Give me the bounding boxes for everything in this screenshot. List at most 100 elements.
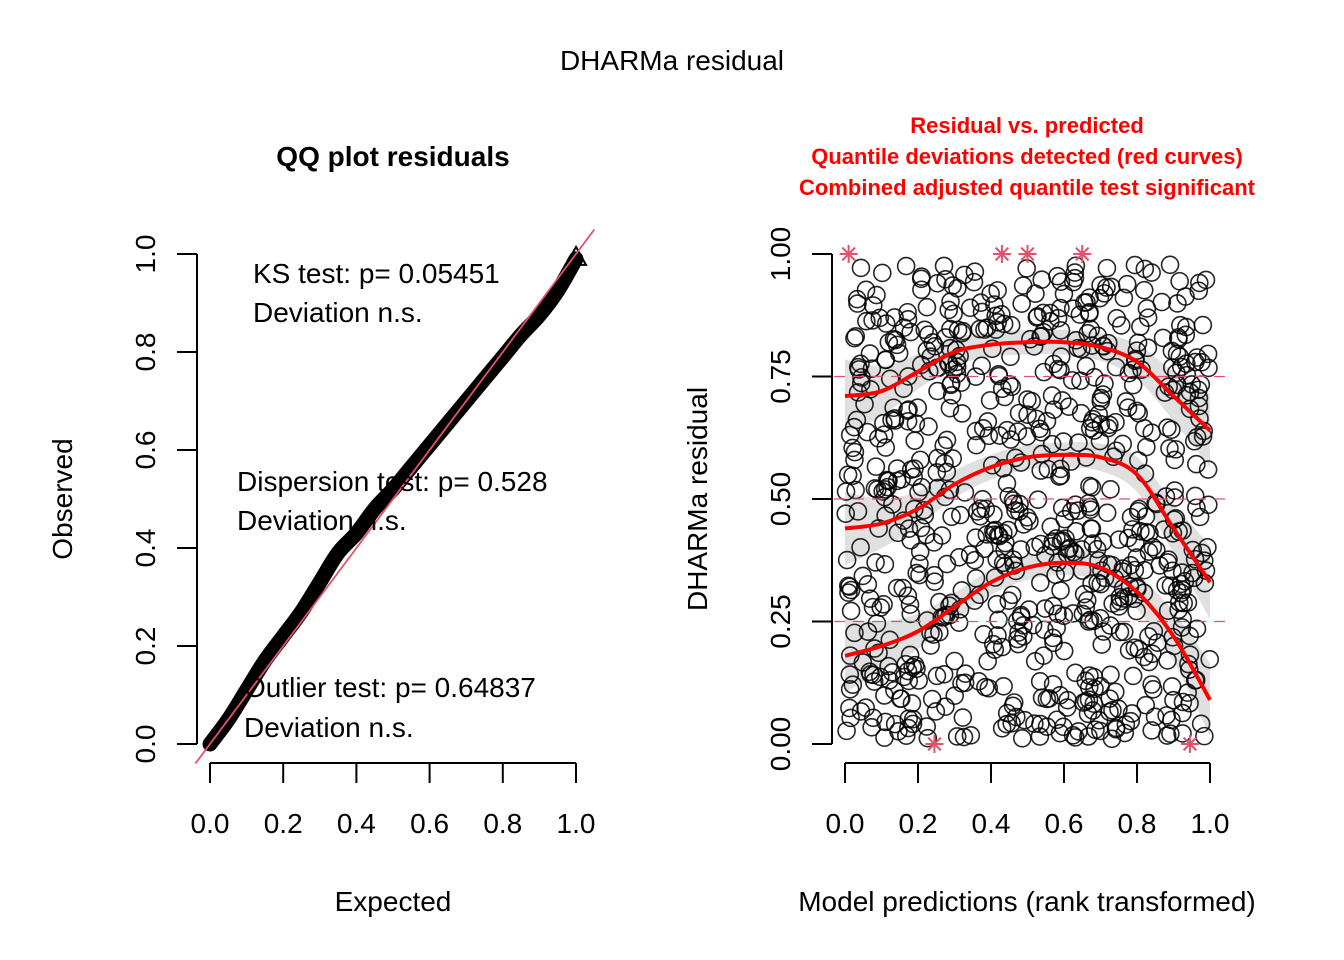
residual-point bbox=[898, 310, 918, 329]
residual-point bbox=[1081, 519, 1101, 538]
residual-point bbox=[876, 438, 896, 457]
qq-y-tick-label: 0.0 bbox=[130, 725, 161, 764]
residual-point bbox=[1027, 409, 1046, 429]
residual-point bbox=[1153, 328, 1173, 348]
residual-point bbox=[1074, 693, 1093, 712]
residual-point bbox=[1103, 701, 1122, 720]
residual-point bbox=[885, 714, 905, 734]
residual-point bbox=[1165, 488, 1184, 507]
residual-point bbox=[1106, 357, 1126, 377]
residual-point bbox=[1037, 411, 1057, 431]
residual-x-axis-label: Model predictions (rank transformed) bbox=[798, 886, 1256, 917]
residual-point bbox=[1072, 339, 1091, 359]
residual-point bbox=[1080, 288, 1099, 307]
residual-point bbox=[979, 426, 999, 446]
residual-point bbox=[1077, 591, 1097, 610]
residual-point bbox=[1031, 573, 1050, 592]
residual-point bbox=[1011, 540, 1031, 559]
residual-point bbox=[934, 436, 954, 455]
residual-point bbox=[1198, 538, 1217, 557]
residual-point bbox=[942, 386, 962, 405]
residual-point bbox=[1100, 689, 1119, 708]
residual-point bbox=[1179, 654, 1198, 674]
residual-y-tick-label: 0.25 bbox=[765, 594, 796, 649]
residual-point bbox=[875, 728, 894, 747]
residual-point bbox=[948, 279, 967, 298]
residual-point bbox=[955, 483, 975, 502]
residual-point bbox=[949, 548, 969, 567]
residual-point bbox=[1176, 325, 1196, 345]
residual-point bbox=[847, 289, 867, 309]
residual-point bbox=[898, 401, 917, 420]
residual-point bbox=[836, 504, 856, 524]
outlier-star bbox=[1180, 735, 1199, 753]
residual-point bbox=[993, 458, 1013, 478]
residual-point bbox=[1127, 401, 1147, 421]
residual-point bbox=[867, 285, 886, 305]
residual-point bbox=[841, 601, 861, 621]
residual-point bbox=[1165, 450, 1185, 470]
residual-y-axis-label: DHARMa residual bbox=[682, 387, 713, 611]
residual-point bbox=[1048, 266, 1067, 286]
residual-point bbox=[1119, 641, 1139, 660]
residual-point bbox=[1156, 576, 1175, 595]
quantile-curve-q0.75 bbox=[844, 339, 1212, 432]
residual-point bbox=[910, 565, 929, 585]
residual-point bbox=[979, 678, 999, 698]
residual-point bbox=[1178, 683, 1197, 703]
residual-point bbox=[862, 718, 881, 737]
residual-point bbox=[860, 344, 880, 363]
residual-point bbox=[1139, 627, 1158, 646]
residual-point bbox=[1109, 530, 1129, 549]
residual-point bbox=[1051, 298, 1070, 318]
quantile-curves bbox=[844, 339, 1212, 701]
residual-point bbox=[899, 400, 918, 419]
residual-point bbox=[1044, 633, 1063, 653]
residual-point bbox=[1042, 386, 1062, 405]
residual-point bbox=[1051, 347, 1071, 366]
residual-point bbox=[952, 674, 971, 693]
residual-point bbox=[1190, 273, 1209, 293]
residual-point bbox=[1094, 622, 1113, 641]
qq-y-tick-label: 1.0 bbox=[130, 235, 161, 274]
residual-point bbox=[1009, 623, 1028, 642]
residual-point bbox=[930, 592, 949, 612]
residual-point bbox=[1101, 479, 1120, 499]
residual-point bbox=[851, 354, 870, 374]
residual-point bbox=[981, 284, 1000, 303]
residual-point bbox=[1123, 666, 1143, 686]
residual-point bbox=[1006, 501, 1025, 520]
residual-point bbox=[954, 727, 974, 747]
residual-point bbox=[930, 622, 949, 642]
outlier-star-stroke bbox=[1020, 246, 1035, 262]
residual-point bbox=[1187, 619, 1207, 639]
residual-point bbox=[887, 578, 907, 598]
residual-point bbox=[840, 646, 860, 665]
residual-y-tick-label: 1.00 bbox=[765, 227, 796, 282]
residual-point bbox=[875, 555, 895, 574]
residual-point bbox=[1143, 644, 1162, 664]
residual-point bbox=[1087, 539, 1107, 559]
residual-point bbox=[838, 576, 858, 596]
residual-point bbox=[1123, 375, 1143, 395]
residual-point bbox=[1054, 432, 1073, 451]
residual-point bbox=[1185, 431, 1204, 451]
qq-x-tick-label: 0.2 bbox=[264, 808, 303, 839]
residual-point bbox=[1139, 652, 1159, 672]
residual-point bbox=[1116, 715, 1136, 734]
residual-point bbox=[1106, 718, 1126, 738]
residual-plot-title-line1: Residual vs. predicted bbox=[910, 113, 1144, 138]
residual-point bbox=[964, 272, 984, 292]
residual-point bbox=[1042, 434, 1062, 454]
qq-x-axis-label: Expected bbox=[335, 886, 452, 917]
residual-point bbox=[1018, 405, 1037, 424]
residual-point bbox=[899, 671, 919, 691]
residual-point bbox=[860, 589, 880, 608]
residual-point bbox=[1199, 358, 1218, 378]
confidence-band-q0.25 bbox=[845, 550, 1210, 737]
residual-point bbox=[883, 663, 902, 682]
residual-point bbox=[841, 580, 861, 600]
residual-point bbox=[985, 520, 1005, 540]
residual-point bbox=[1125, 560, 1145, 580]
residual-point bbox=[993, 553, 1013, 573]
